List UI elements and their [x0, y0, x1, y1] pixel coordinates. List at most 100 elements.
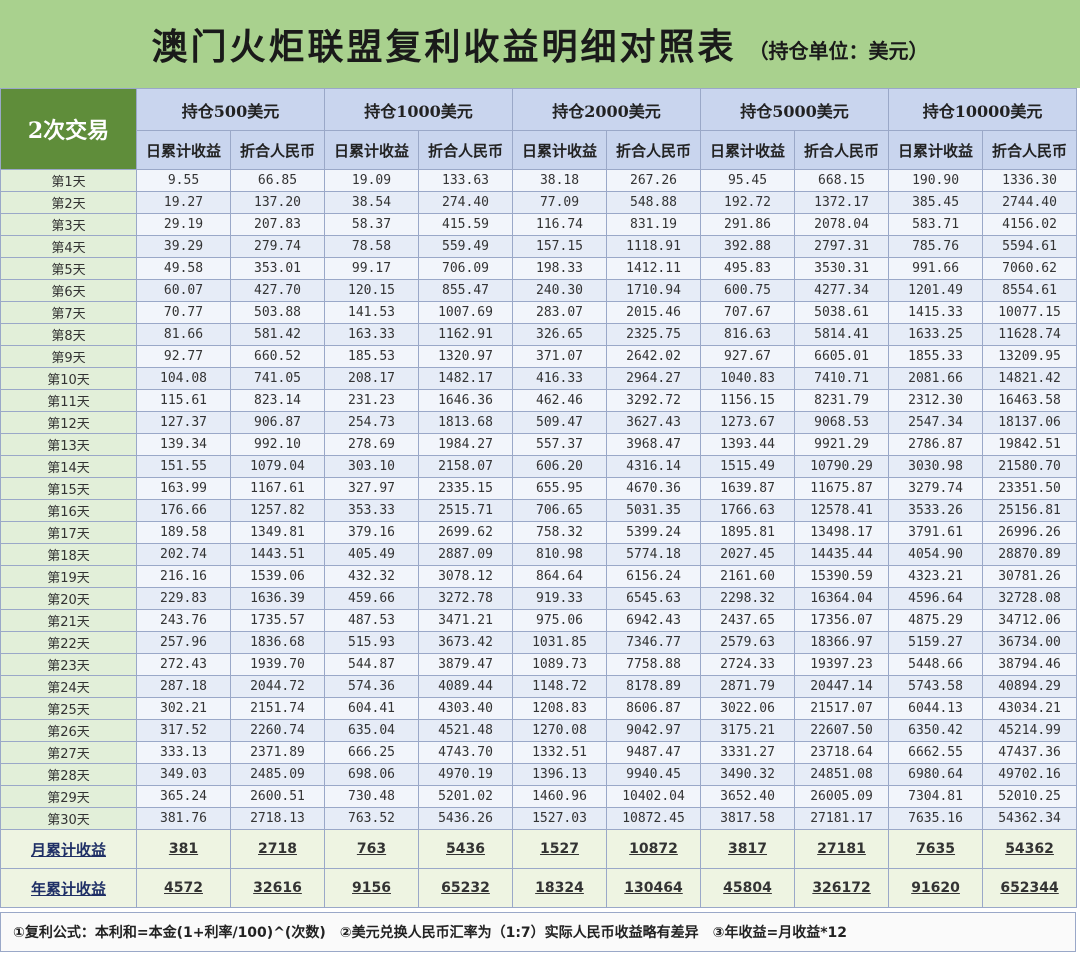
value-cell: 3030.98 — [888, 455, 984, 478]
value-cell: 3673.42 — [417, 631, 514, 654]
value-cell: 660.52 — [230, 345, 325, 368]
value-cell: 2015.46 — [606, 301, 702, 324]
value-cell: 302.21 — [136, 697, 231, 720]
day-cell: 第28天 — [0, 763, 137, 786]
title: 澳门火炬联盟复利收益明细对照表 — [151, 26, 737, 68]
day-cell: 第11天 — [0, 389, 137, 412]
value-cell: 4670.36 — [606, 477, 702, 500]
data-row: 第14天 151.55 1079.04 303.10 2158.07 606.20 4316… — [0, 455, 1078, 478]
value-cell: 240.30 — [512, 279, 608, 302]
value-cell: 333.13 — [136, 741, 231, 764]
day-cell: 第2天 — [0, 191, 137, 214]
value-cell: 49702.16 — [982, 763, 1078, 786]
value-cell: 668.15 — [794, 169, 890, 192]
data-row: 第27天 333.13 2371.89 666.25 4743.70 1332.51 948… — [0, 741, 1078, 764]
value-cell: 14435.44 — [794, 543, 890, 566]
summary-value: 9156 — [324, 868, 419, 908]
value-cell: 2325.75 — [606, 323, 702, 346]
value-cell: 2699.62 — [417, 521, 514, 544]
value-cell: 49.58 — [136, 257, 231, 280]
group-header: 持仓500美元 — [136, 88, 325, 131]
value-cell: 548.88 — [606, 191, 702, 214]
data-row: 第16天 176.66 1257.82 353.33 2515.71 706.65 5031… — [0, 499, 1078, 522]
value-cell: 3022.06 — [700, 697, 796, 720]
value-cell: 6545.63 — [606, 587, 702, 610]
value-cell: 1895.81 — [700, 521, 796, 544]
footer-note: ②美元兑换人民币汇率为（1:7）实际人民币收益略有差异 — [339, 925, 699, 941]
value-cell: 6156.24 — [606, 565, 702, 588]
value-cell: 758.32 — [512, 521, 608, 544]
value-cell: 600.75 — [700, 279, 796, 302]
value-cell: 3533.26 — [888, 499, 984, 522]
value-cell: 6942.43 — [606, 609, 702, 632]
value-cell: 22607.50 — [794, 719, 890, 742]
value-cell: 29.19 — [136, 213, 231, 236]
summary-value: 91620 — [888, 868, 984, 908]
value-cell: 1349.81 — [230, 521, 325, 544]
summary-value: 3817 — [700, 829, 796, 869]
sub-header: 日累计收益 — [512, 130, 608, 170]
value-cell: 26996.26 — [982, 521, 1078, 544]
value-cell: 2718.13 — [230, 807, 325, 830]
value-cell: 698.06 — [324, 763, 419, 786]
value-cell: 34712.06 — [982, 609, 1078, 632]
value-cell: 5448.66 — [888, 653, 984, 676]
value-cell: 574.36 — [324, 675, 419, 698]
value-cell: 99.17 — [324, 257, 419, 280]
summary-value: 65232 — [417, 868, 514, 908]
value-cell: 104.08 — [136, 367, 231, 390]
value-cell: 16364.04 — [794, 587, 890, 610]
value-cell: 10402.04 — [606, 785, 702, 808]
value-cell: 95.45 — [700, 169, 796, 192]
value-cell: 2744.40 — [982, 191, 1078, 214]
value-cell: 243.76 — [136, 609, 231, 632]
value-cell: 2437.65 — [700, 609, 796, 632]
value-cell: 8606.87 — [606, 697, 702, 720]
value-cell: 2797.31 — [794, 235, 890, 258]
value-cell: 13498.17 — [794, 521, 890, 544]
footer-note: ①复利公式：本利和=本金(1+利率/100)^(次数) — [13, 925, 326, 941]
data-row: 第21天 243.76 1735.57 487.53 3471.21 975.06 6942… — [0, 609, 1078, 632]
value-cell: 254.73 — [324, 411, 419, 434]
value-cell: 257.96 — [136, 631, 231, 654]
value-cell: 1393.44 — [700, 433, 796, 456]
value-cell: 1539.06 — [230, 565, 325, 588]
value-cell: 70.77 — [136, 301, 231, 324]
sub-header: 日累计收益 — [136, 130, 231, 170]
value-cell: 349.03 — [136, 763, 231, 786]
value-cell: 81.66 — [136, 323, 231, 346]
value-cell: 544.87 — [324, 653, 419, 676]
value-cell: 4089.44 — [417, 675, 514, 698]
sub-header: 折合人民币 — [982, 130, 1078, 170]
value-cell: 353.01 — [230, 257, 325, 280]
value-cell: 77.09 — [512, 191, 608, 214]
day-cell: 第12天 — [0, 411, 137, 434]
profit-table: 2次交易 持仓500美元 持仓1000美元 持仓2000美元 持仓5000美元 持仓100… — [0, 88, 1078, 908]
value-cell: 604.41 — [324, 697, 419, 720]
value-cell: 6662.55 — [888, 741, 984, 764]
day-cell: 第9天 — [0, 345, 137, 368]
sub-header: 折合人民币 — [794, 130, 890, 170]
value-cell: 198.33 — [512, 257, 608, 280]
data-row: 第7天 70.77 503.88 141.53 1007.69 283.07 2015.46… — [0, 301, 1078, 324]
data-row: 第11天 115.61 823.14 231.23 1646.36 462.46 3292.… — [0, 389, 1078, 412]
sub-header: 日累计收益 — [700, 130, 796, 170]
data-row: 第2天 19.27 137.20 38.54 274.40 77.09 548.88 192.… — [0, 191, 1078, 214]
value-cell: 4156.02 — [982, 213, 1078, 236]
value-cell: 655.95 — [512, 477, 608, 500]
value-cell: 353.33 — [324, 499, 419, 522]
value-cell: 38.18 — [512, 169, 608, 192]
value-cell: 992.10 — [230, 433, 325, 456]
day-cell: 第1天 — [0, 169, 137, 192]
sub-header: 折合人民币 — [230, 130, 325, 170]
value-cell: 3272.78 — [417, 587, 514, 610]
value-cell: 8554.61 — [982, 279, 1078, 302]
data-row: 第26天 317.52 2260.74 635.04 4521.48 1270.08 904… — [0, 719, 1078, 742]
value-cell: 1273.67 — [700, 411, 796, 434]
title-bar: 澳门火炬联盟复利收益明细对照表 （持仓单位：美元） — [0, 0, 1080, 88]
value-cell: 5159.27 — [888, 631, 984, 654]
value-cell: 23351.50 — [982, 477, 1078, 500]
day-cell: 第18天 — [0, 543, 137, 566]
value-cell: 706.65 — [512, 499, 608, 522]
summary-value: 45804 — [700, 868, 796, 908]
